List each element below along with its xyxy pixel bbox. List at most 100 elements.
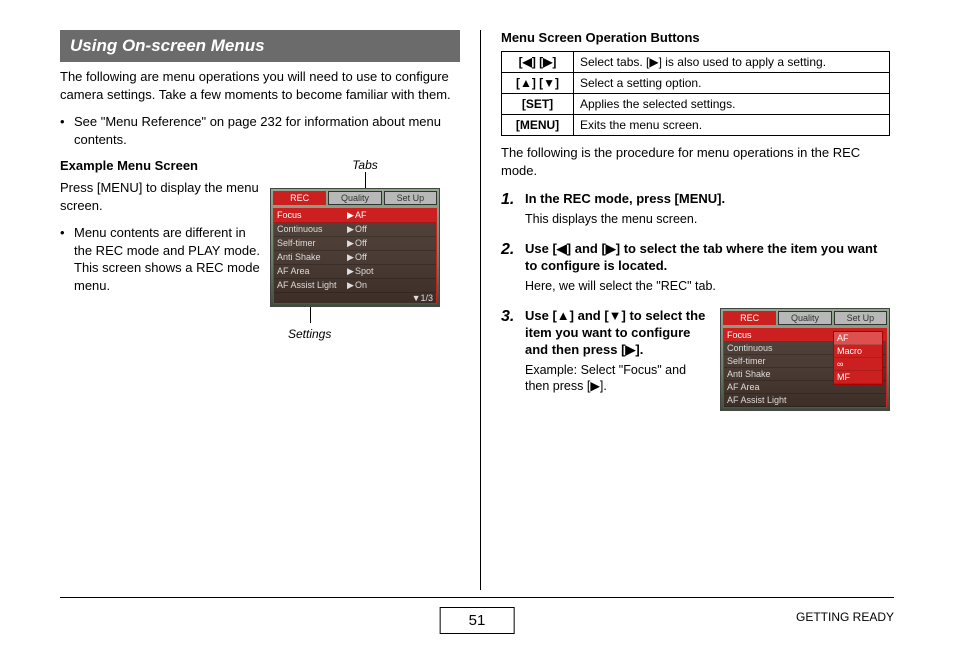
step-desc: This displays the menu screen. (525, 211, 890, 227)
menu-row: Continuous▶Off (274, 223, 436, 237)
menu-key: Anti Shake (277, 252, 347, 263)
menu-list: Focus▶AF Continuous▶Off Self-timer▶Off A… (273, 208, 437, 304)
step-number: 2. (501, 241, 525, 294)
focus-submenu: AF Macro ∞ MF (833, 331, 883, 385)
menu-key: Self-timer (727, 356, 797, 366)
menu-row: Focus▶AF (274, 209, 436, 223)
table-row: [◀] [▶]Select tabs. [▶] is also used to … (502, 52, 890, 73)
step-3: 3. Use [▲] and [▼] to select the item yo… (501, 308, 890, 411)
menu-arrow-icon: ▶ (347, 280, 355, 291)
footer-section-label: GETTING READY (796, 610, 894, 624)
bullet-reference: • See "Menu Reference" on page 232 for i… (60, 113, 460, 148)
step-body: Use [◀] and [▶] to select the tab where … (525, 241, 890, 294)
page-number: 51 (440, 607, 515, 634)
menu-page-indicator: ▼1/3 (274, 293, 436, 303)
menu-row: Anti Shake▶Off (274, 251, 436, 265)
bullet-dot: • (60, 224, 74, 294)
bullet-modes: • Menu contents are different in the REC… (60, 224, 260, 294)
tabs-annotation-line (365, 172, 366, 188)
menu-value: AF (355, 210, 433, 221)
menu-row: AF Assist Light▶On (274, 279, 436, 293)
operation-buttons-table: [◀] [▶]Select tabs. [▶] is also used to … (501, 51, 890, 136)
step-desc: Example: Select "Focus" and then press [… (525, 362, 710, 395)
menu-screenshot-2: REC Quality Set Up Focus Continuous Self… (720, 308, 890, 411)
intro-paragraph: The following are menu operations you wi… (60, 68, 460, 103)
menu-key: Focus (277, 210, 347, 221)
steps-list: 1. In the REC mode, press [MENU]. This d… (501, 191, 890, 411)
menu-tab-quality: Quality (328, 191, 381, 205)
settings-annotation: Settings (288, 327, 460, 341)
desc-cell: Select a setting option. (574, 73, 890, 94)
menu-arrow-icon: ▶ (347, 210, 355, 221)
menu-value: Off (355, 238, 433, 249)
table-row: [SET]Applies the selected settings. (502, 94, 890, 115)
example-text-col: Example Menu Screen Press [MENU] to disp… (60, 158, 260, 341)
bullet-dot: • (60, 113, 74, 148)
menu-tab-quality: Quality (778, 311, 831, 325)
menu-value: Off (355, 252, 433, 263)
menu-arrow-icon: ▶ (347, 252, 355, 263)
menu-key: Continuous (277, 224, 347, 235)
menu-screenshot-1: REC Quality Set Up Focus▶AF Continuous▶O… (270, 188, 440, 307)
menu-value: On (355, 280, 433, 291)
step-title: In the REC mode, press [MENU]. (525, 191, 890, 208)
menu-arrow-icon: ▶ (347, 238, 355, 249)
menu-tab-setup: Set Up (384, 191, 437, 205)
left-column: Using On-screen Menus The following are … (60, 30, 460, 590)
menu-key: Focus (727, 330, 797, 340)
key-cell: [MENU] (502, 115, 574, 136)
step-title: Use [▲] and [▼] to select the item you w… (525, 308, 710, 359)
procedure-intro: The following is the procedure for menu … (501, 144, 890, 179)
menu-key: Anti Shake (727, 369, 797, 379)
menu-key: AF Area (727, 382, 797, 392)
press-menu-text: Press [MENU] to display the menu screen. (60, 179, 260, 214)
table-row: [▲] [▼]Select a setting option. (502, 73, 890, 94)
menu-tabs-row: REC Quality Set Up (723, 311, 887, 325)
submenu-item: MF (834, 371, 882, 384)
footer-divider (60, 597, 894, 598)
right-column: Menu Screen Operation Buttons [◀] [▶]Sel… (480, 30, 890, 590)
menu-row: AF Area▶Spot (274, 265, 436, 279)
menu-key: AF Assist Light (727, 395, 797, 405)
step3-image-col: REC Quality Set Up Focus Continuous Self… (720, 308, 890, 411)
menu-row: Self-timer▶Off (274, 237, 436, 251)
step-body: In the REC mode, press [MENU]. This disp… (525, 191, 890, 227)
step-number: 1. (501, 191, 525, 227)
bullet-text: See "Menu Reference" on page 232 for inf… (74, 113, 460, 148)
menu-row: AF Assist Light (724, 394, 886, 407)
key-cell: [◀] [▶] (502, 52, 574, 73)
menu-arrow-icon: ▶ (347, 266, 355, 277)
key-cell: [▲] [▼] (502, 73, 574, 94)
menu-tab-rec: REC (723, 311, 776, 325)
table-heading: Menu Screen Operation Buttons (501, 30, 890, 45)
menu-tabs-row: REC Quality Set Up (273, 191, 437, 205)
bullet-text: Menu contents are different in the REC m… (74, 224, 260, 294)
submenu-item: AF (834, 332, 882, 345)
menu-key: AF Area (277, 266, 347, 277)
step-number: 3. (501, 308, 525, 411)
submenu-item: ∞ (834, 358, 882, 371)
menu-key: Continuous (727, 343, 797, 353)
menu-key: AF Assist Light (277, 280, 347, 291)
submenu-item: Macro (834, 345, 882, 358)
tabs-annotation: Tabs (270, 158, 460, 172)
desc-cell: Select tabs. [▶] is also used to apply a… (574, 52, 890, 73)
example-block: Example Menu Screen Press [MENU] to disp… (60, 158, 460, 341)
step-body: Use [▲] and [▼] to select the item you w… (525, 308, 890, 411)
example-heading: Example Menu Screen (60, 158, 260, 173)
menu-tab-rec: REC (273, 191, 326, 205)
content-columns: Using On-screen Menus The following are … (60, 30, 894, 590)
menu-value: Spot (355, 266, 433, 277)
step3-text-col: Use [▲] and [▼] to select the item you w… (525, 308, 710, 411)
example-image-col: Tabs REC Quality Set Up Focus▶AF Continu… (270, 158, 460, 341)
step-title: Use [◀] and [▶] to select the tab where … (525, 241, 890, 275)
table-row: [MENU]Exits the menu screen. (502, 115, 890, 136)
step-1: 1. In the REC mode, press [MENU]. This d… (501, 191, 890, 227)
settings-annotation-line (310, 307, 311, 323)
menu-key: Self-timer (277, 238, 347, 249)
step-2: 2. Use [◀] and [▶] to select the tab whe… (501, 241, 890, 294)
section-title: Using On-screen Menus (60, 30, 460, 62)
key-cell: [SET] (502, 94, 574, 115)
menu-value: Off (355, 224, 433, 235)
desc-cell: Exits the menu screen. (574, 115, 890, 136)
